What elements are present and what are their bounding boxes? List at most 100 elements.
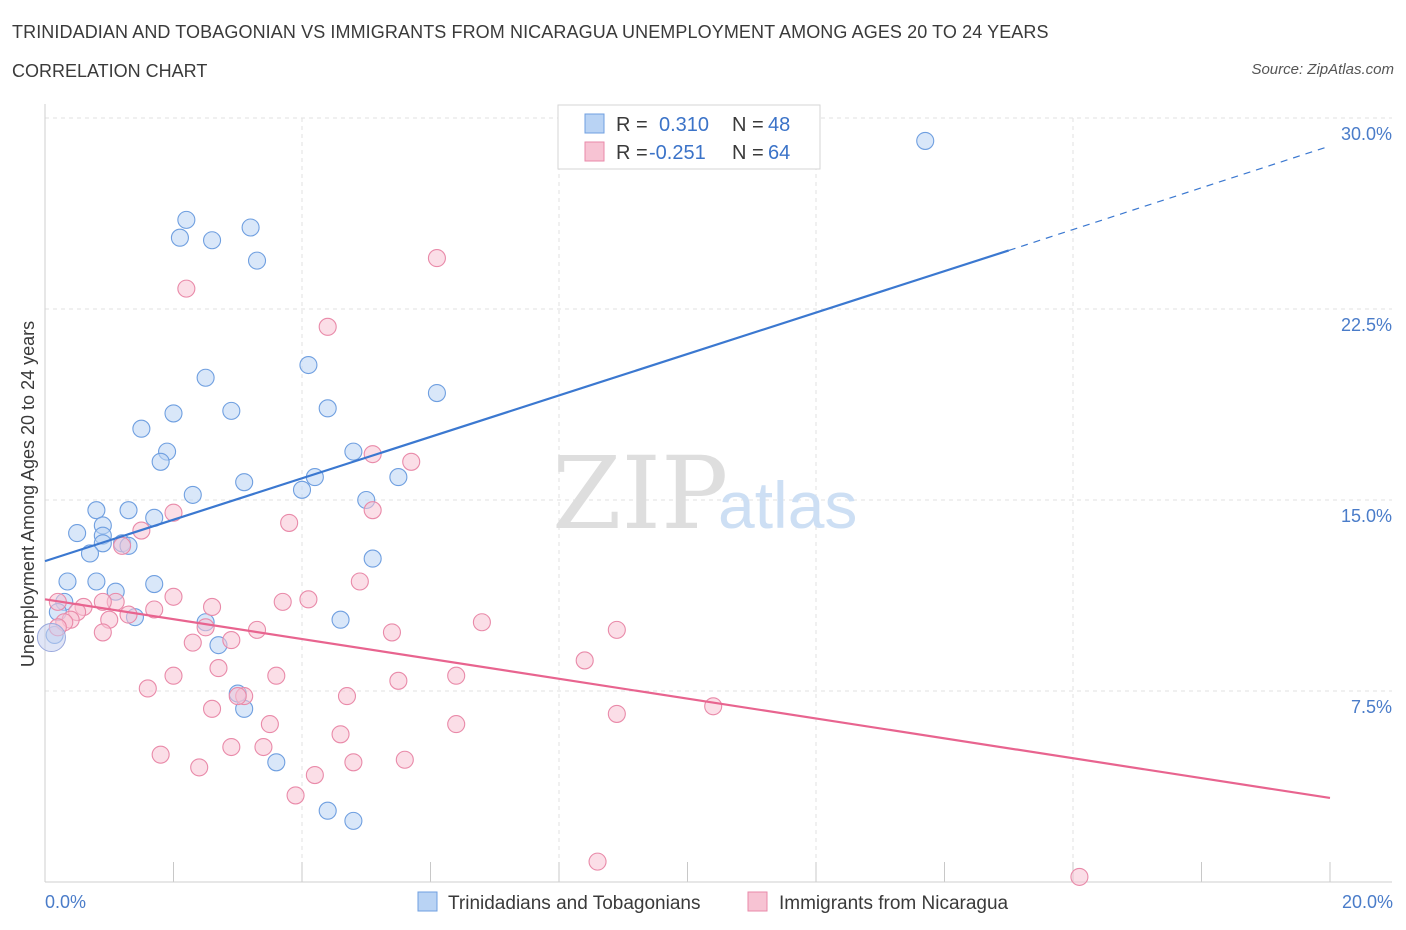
data-points — [36, 131, 1089, 886]
nicaragua-point-40 — [138, 679, 157, 698]
watermark-zip: ZIP — [552, 435, 728, 552]
trinidadian-point-14 — [151, 452, 170, 471]
series-swatch-trinidadians — [417, 891, 438, 912]
nicaragua-point-33 — [183, 633, 202, 652]
trinidadian-point-10 — [222, 401, 241, 420]
chart-title: TRINIDADIAN AND TOBAGONIAN VS IMMIGRANTS… — [12, 22, 1049, 42]
nicaragua-point-1 — [177, 279, 196, 298]
nicaragua-point-31 — [93, 623, 112, 642]
trinidadian-point-48 — [344, 811, 363, 830]
nicaragua-point-26 — [472, 613, 491, 632]
nicaragua-point-53 — [395, 750, 414, 769]
trinidadian-point-31 — [80, 544, 100, 563]
nicaragua-point-56 — [305, 765, 324, 785]
trinidadian-point-32 — [363, 549, 382, 568]
nicaragua-point-38 — [447, 666, 466, 685]
watermark: ZIP atlas — [552, 435, 857, 552]
nicaragua-point-11 — [164, 587, 183, 606]
nicaragua-point-39 — [389, 671, 408, 690]
nicaragua-point-4 — [402, 452, 421, 471]
x-tick-label-1: 20.0% — [1342, 892, 1393, 912]
nicaragua-point-16 — [93, 592, 112, 611]
y-tick-label-3: 30.0% — [1341, 124, 1392, 144]
trinidadian-point-5 — [247, 251, 267, 270]
legend-n-value-2: 64 — [768, 142, 790, 164]
trinidadian-trend-line — [44, 249, 1010, 563]
trinidadian-point-23 — [119, 501, 138, 520]
legend-n-label-2: N = — [732, 142, 764, 164]
source-label: Source: ZipAtlas.com — [1251, 61, 1394, 78]
y-tick-label-0: 7.5% — [1351, 697, 1392, 717]
nicaragua-point-0 — [427, 249, 446, 268]
nicaragua-point-52 — [151, 745, 170, 764]
nicaragua-point-58 — [588, 852, 607, 871]
series-label-nicaragua: Immigrants from Nicaragua — [779, 893, 1009, 914]
trinidadian-point-2 — [241, 218, 260, 237]
nicaragua-point-10 — [350, 572, 369, 591]
chart-subtitle: CORRELATION CHART — [12, 61, 208, 81]
trinidadian-point-9 — [164, 404, 183, 423]
nicaragua-point-46 — [607, 704, 626, 723]
nicaragua-point-50 — [222, 737, 241, 757]
nicaragua-point-36 — [164, 666, 183, 685]
nicaragua-point-37 — [267, 666, 286, 685]
trinidadian-point-19 — [292, 480, 312, 499]
trinidadian-point-16 — [389, 468, 408, 487]
nicaragua-point-12 — [299, 590, 318, 609]
nicaragua-point-57 — [286, 786, 305, 805]
axes — [44, 104, 1392, 883]
nicaragua-point-49 — [331, 725, 350, 744]
trinidadian-point-34 — [87, 572, 106, 591]
nicaragua-point-28 — [607, 620, 626, 639]
trend-lines — [44, 145, 1331, 800]
trinidadian-point-40 — [331, 610, 350, 629]
trinidadian-point-15 — [344, 442, 363, 461]
nicaragua-trend-line — [44, 598, 1331, 800]
legend-r-value-2: -0.251 — [649, 142, 706, 164]
nicaragua-point-3 — [363, 445, 382, 464]
legend-swatch-pink — [584, 141, 605, 162]
nicaragua-point-21 — [119, 605, 138, 624]
nicaragua-point-34 — [575, 651, 594, 670]
nicaragua-point-45 — [203, 699, 222, 718]
trinidadian-point-47 — [318, 801, 337, 820]
x-tick-label-0: 0.0% — [45, 892, 86, 912]
legend-n-value-1: 48 — [768, 114, 790, 136]
trinidadian-point-3 — [170, 228, 189, 247]
nicaragua-point-32 — [222, 631, 241, 650]
trinidadian-point-26 — [68, 524, 87, 543]
trinidadian-point-0 — [916, 131, 935, 150]
nicaragua-point-47 — [260, 715, 279, 734]
nicaragua-point-6 — [164, 503, 183, 522]
trinidadian-point-18 — [235, 473, 254, 492]
nicaragua-point-54 — [344, 753, 363, 772]
legend-n-label-1: N = — [732, 114, 764, 136]
nicaragua-point-27 — [196, 618, 215, 637]
series-legend: Trinidadians and Tobagonians Immigrants … — [417, 891, 1009, 914]
nicaragua-point-29 — [247, 620, 267, 639]
trinidadian-point-12 — [132, 419, 151, 438]
nicaragua-point-17 — [203, 597, 222, 617]
series-swatch-nicaragua — [747, 891, 768, 912]
nicaragua-point-9 — [113, 536, 132, 555]
nicaragua-point-5 — [363, 501, 382, 520]
nicaragua-point-19 — [145, 600, 164, 619]
trinidadian-point-46 — [267, 753, 286, 772]
nicaragua-point-55 — [190, 758, 209, 777]
nicaragua-point-59 — [1070, 867, 1089, 886]
cluster-point — [36, 623, 66, 653]
trinidadian-point-35 — [145, 574, 164, 594]
legend-r-label-2: R = — [616, 142, 648, 164]
trinidadian-point-20 — [183, 485, 202, 504]
trinidadian-point-11 — [318, 399, 337, 418]
nicaragua-point-41 — [337, 687, 357, 706]
trinidadian-point-22 — [87, 501, 106, 520]
nicaragua-point-13 — [273, 592, 292, 611]
legend-r-value-1: 0.310 — [659, 114, 709, 136]
trinidadian-point-33 — [58, 572, 77, 591]
y-tick-labels: 7.5% 15.0% 22.5% 30.0% — [1341, 124, 1392, 717]
x-tick-labels: 0.0% 20.0% — [45, 892, 1393, 912]
nicaragua-point-51 — [254, 737, 273, 757]
trinidadian-trend-extension — [1008, 145, 1331, 251]
